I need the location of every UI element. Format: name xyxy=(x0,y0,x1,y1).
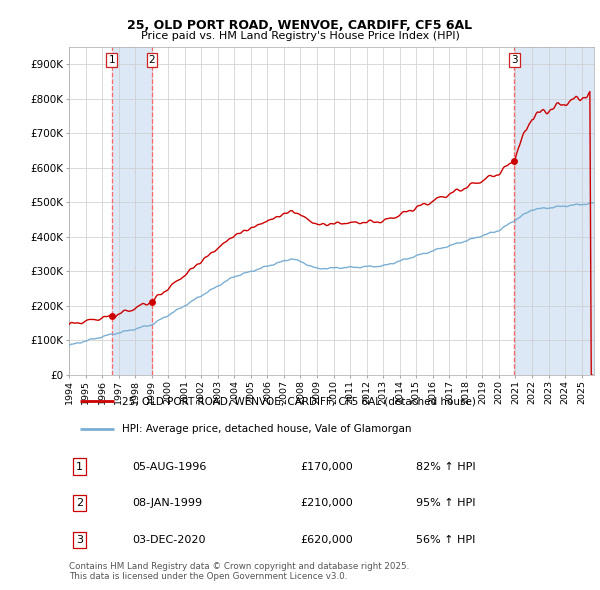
Text: 08-JAN-1999: 08-JAN-1999 xyxy=(132,498,202,508)
Text: Contains HM Land Registry data © Crown copyright and database right 2025.
This d: Contains HM Land Registry data © Crown c… xyxy=(69,562,409,581)
Text: 2: 2 xyxy=(76,498,83,508)
Text: 56% ↑ HPI: 56% ↑ HPI xyxy=(415,535,475,545)
Text: Price paid vs. HM Land Registry's House Price Index (HPI): Price paid vs. HM Land Registry's House … xyxy=(140,31,460,41)
Text: HPI: Average price, detached house, Vale of Glamorgan: HPI: Average price, detached house, Vale… xyxy=(121,424,411,434)
Text: 3: 3 xyxy=(511,55,517,65)
Text: £620,000: £620,000 xyxy=(300,535,353,545)
Text: 3: 3 xyxy=(76,535,83,545)
Text: 25, OLD PORT ROAD, WENVOE, CARDIFF, CF5 6AL (detached house): 25, OLD PORT ROAD, WENVOE, CARDIFF, CF5 … xyxy=(121,396,475,407)
Text: 05-AUG-1996: 05-AUG-1996 xyxy=(132,461,206,471)
Bar xyxy=(112,47,152,375)
Text: 2: 2 xyxy=(149,55,155,65)
Text: £210,000: £210,000 xyxy=(300,498,353,508)
Text: 82% ↑ HPI: 82% ↑ HPI xyxy=(415,461,475,471)
Text: 03-DEC-2020: 03-DEC-2020 xyxy=(132,535,205,545)
Text: 95% ↑ HPI: 95% ↑ HPI xyxy=(415,498,475,508)
Bar xyxy=(514,47,594,375)
Text: 25, OLD PORT ROAD, WENVOE, CARDIFF, CF5 6AL: 25, OLD PORT ROAD, WENVOE, CARDIFF, CF5 … xyxy=(127,19,473,32)
Text: £170,000: £170,000 xyxy=(300,461,353,471)
Text: 1: 1 xyxy=(109,55,115,65)
Text: 1: 1 xyxy=(76,461,83,471)
